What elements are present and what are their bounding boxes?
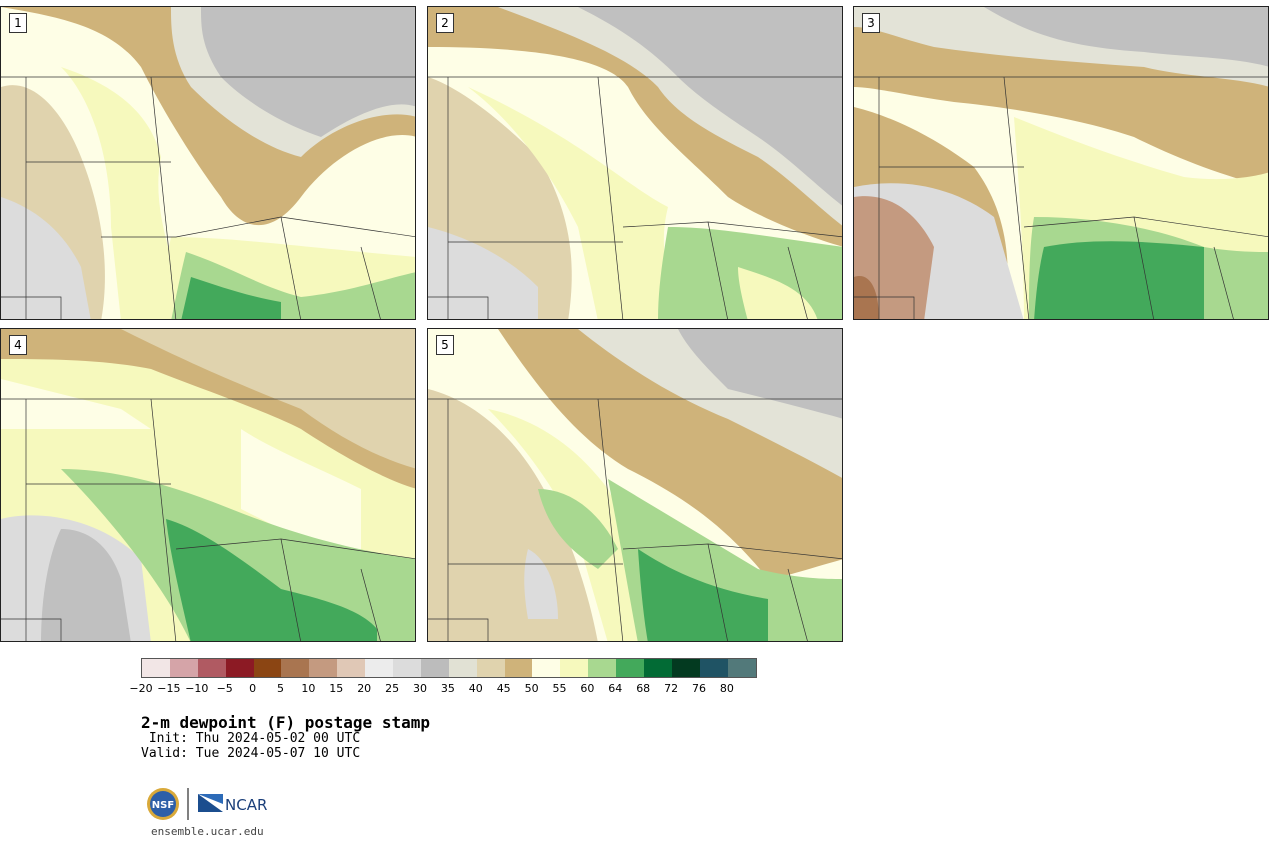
political-borders [1, 398, 415, 641]
colorbar [141, 658, 757, 678]
colorbar-swatch [616, 659, 645, 677]
member-label: 5 [436, 335, 454, 355]
member-label: 3 [862, 13, 880, 33]
colorbar-swatch [169, 659, 198, 677]
colorbar-tick-label: −15 [157, 682, 181, 695]
ncar-logo-icon: NCAR [198, 794, 267, 814]
colorbar-swatch [142, 659, 170, 677]
member-panel-3: 3 [853, 6, 1269, 320]
member-panel-1: 1 [0, 6, 416, 320]
colorbar-swatch [281, 659, 310, 677]
colorbar-swatch [309, 659, 338, 677]
init-time: Init: Thu 2024-05-02 00 UTC [141, 731, 361, 746]
colorbar-tick-label: 5 [277, 682, 284, 695]
dewpoint-map-1 [1, 7, 415, 319]
colorbar-tick-label: 20 [357, 682, 372, 695]
colorbar-swatch [253, 659, 282, 677]
dewpoint-map-2 [428, 7, 842, 319]
colorbar-tick-label: 0 [249, 682, 257, 695]
logos: NSF NCAR [145, 786, 275, 822]
political-borders [428, 398, 842, 641]
member-panel-2: 2 [427, 6, 843, 320]
colorbar-swatch [420, 659, 449, 677]
colorbar-tick-label: 72 [664, 682, 679, 695]
nsf-ncar-logo: NSF NCAR [147, 788, 267, 820]
colorbar-swatch [365, 659, 394, 677]
colorbar-tick-label: 68 [636, 682, 651, 695]
figure-title: 2-m dewpoint (F) postage stamp [141, 713, 430, 732]
colorbar-ticks: −20 −15 −10 −5 0 5 10 15 20 25 30 35 40 45 50 55 60 64 68 7… [129, 682, 791, 696]
ncar-logo-text: NCAR [225, 796, 267, 814]
colorbar-swatch [448, 659, 477, 677]
colorbar-tick-label: 25 [385, 682, 400, 695]
colorbar-tick-label: −20 [129, 682, 153, 695]
political-borders [1, 76, 415, 319]
colorbar-swatch [560, 659, 589, 677]
member-label: 1 [9, 13, 27, 33]
colorbar-tick-label: 80 [719, 682, 734, 695]
source-url: ensemble.ucar.edu [151, 825, 264, 838]
colorbar-tick-label: −5 [216, 682, 233, 695]
dewpoint-map-3 [854, 7, 1268, 319]
valid-time: Valid: Tue 2024-05-07 10 UTC [141, 746, 361, 761]
political-borders [854, 76, 1268, 319]
colorbar-tick-label: −10 [185, 682, 209, 695]
colorbar-swatch [532, 659, 561, 677]
colorbar-swatch [393, 659, 421, 677]
colorbar-swatch [588, 659, 617, 677]
colorbar-tick-label: 50 [524, 682, 539, 695]
member-label: 2 [436, 13, 454, 33]
colorbar-swatch [727, 659, 756, 677]
political-borders [428, 76, 842, 319]
colorbar-tick-label: 15 [329, 682, 344, 695]
colorbar-swatch [476, 659, 505, 677]
colorbar-tick-label: 30 [413, 682, 427, 695]
colorbar-tick-label: 40 [468, 682, 483, 695]
colorbar-swatch [644, 659, 672, 677]
colorbar-tick-label: 55 [552, 682, 567, 695]
dewpoint-map-4 [1, 329, 415, 641]
member-label: 4 [9, 335, 27, 355]
nsf-logo-icon: NSF [147, 788, 179, 820]
colorbar-tick-label: 45 [496, 682, 511, 695]
member-panel-5: 5 [427, 328, 843, 642]
colorbar-swatch [699, 659, 728, 677]
colorbar-tick-label: 76 [692, 682, 706, 695]
colorbar-tick-label: 10 [301, 682, 316, 695]
colorbar-tick-label: 64 [608, 682, 623, 695]
colorbar-swatch [225, 659, 254, 677]
colorbar-swatch [504, 659, 533, 677]
dewpoint-map-5 [428, 329, 842, 641]
colorbar-swatch [197, 659, 226, 677]
colorbar-swatch [671, 659, 700, 677]
member-panel-4: 4 [0, 328, 416, 642]
colorbar-tick-label: 60 [580, 682, 595, 695]
colorbar-tick-label: 35 [440, 682, 455, 695]
colorbar-swatch [337, 659, 366, 677]
nsf-logo-text: NSF [152, 800, 174, 811]
